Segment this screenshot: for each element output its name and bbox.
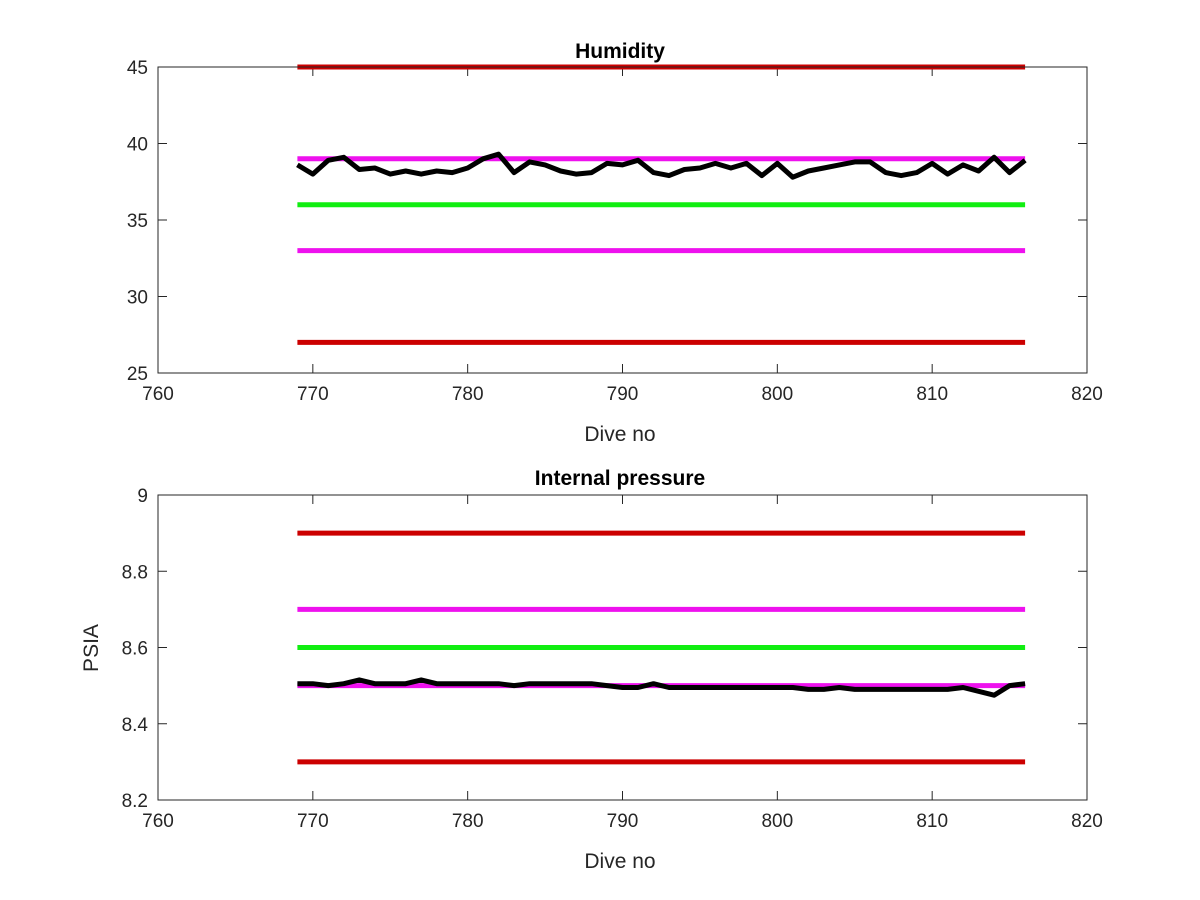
humidity-chart-x-axis-label: Dive no bbox=[584, 423, 655, 446]
humidity-chart-x-tick-label: 760 bbox=[142, 384, 174, 405]
internal-pressure-chart-ticks: 760 770 780 790 800 810 820 8.2 8.4 8.6 8.8 9 bbox=[122, 486, 1103, 832]
humidity-chart-y-tick-label: 35 bbox=[127, 211, 148, 232]
internal-pressure-chart-y-axis-label: PSIA bbox=[80, 624, 103, 672]
internal-pressure-chart-x-axis-label: Dive no bbox=[584, 850, 655, 873]
humidity-chart-title: Humidity bbox=[575, 40, 665, 63]
internal-pressure-chart: Internal pressure 760 770 780 790 800 810 820 8… bbox=[80, 467, 1103, 873]
humidity-chart-ticks: 760 770 780 790 800 810 820 25 30 35 40 45 bbox=[127, 58, 1103, 405]
humidity-chart-x-tick-label: 770 bbox=[297, 384, 329, 405]
humidity-chart-y-tick-label: 40 bbox=[127, 135, 148, 156]
internal-pressure-chart-title: Internal pressure bbox=[535, 467, 705, 490]
humidity-chart-x-tick-label: 810 bbox=[916, 384, 948, 405]
humidity-chart-axes-box bbox=[157, 66, 1088, 374]
humidity-chart-y-tick-label: 30 bbox=[127, 288, 148, 309]
internal-pressure-chart-axes-box bbox=[157, 494, 1088, 801]
internal-pressure-chart-x-tick-label: 810 bbox=[916, 811, 948, 832]
humidity-chart-data-line bbox=[296, 151, 1027, 180]
internal-pressure-chart-data-line bbox=[297, 677, 1026, 698]
internal-pressure-chart-x-tick-label: 770 bbox=[297, 811, 329, 832]
humidity-chart-y-tick-label: 25 bbox=[127, 364, 148, 385]
humidity-chart-x-tick-label: 790 bbox=[607, 384, 639, 405]
internal-pressure-chart-y-tick-label: 8.8 bbox=[122, 562, 148, 583]
humidity-chart-y-tick-label: 45 bbox=[127, 58, 148, 79]
humidity-chart-x-tick-label: 780 bbox=[452, 384, 484, 405]
internal-pressure-chart-x-tick-label: 790 bbox=[607, 811, 639, 832]
internal-pressure-chart-series bbox=[297, 530, 1026, 765]
internal-pressure-chart-y-tick-label: 8.2 bbox=[122, 791, 148, 812]
humidity-chart: Humidity 760 770 780 790 800 810 820 25 30 35 40 45… bbox=[127, 40, 1103, 446]
internal-pressure-chart-x-tick-label: 780 bbox=[452, 811, 484, 832]
internal-pressure-chart-y-tick-label: 9 bbox=[137, 486, 148, 507]
humidity-chart-x-tick-label: 820 bbox=[1071, 384, 1103, 405]
internal-pressure-chart-y-tick-label: 8.4 bbox=[122, 715, 149, 736]
internal-pressure-chart-x-tick-label: 820 bbox=[1071, 811, 1103, 832]
humidity-chart-x-tick-label: 800 bbox=[761, 384, 793, 405]
internal-pressure-chart-y-tick-label: 8.6 bbox=[122, 639, 148, 660]
internal-pressure-chart-x-tick-label: 800 bbox=[761, 811, 793, 832]
internal-pressure-chart-x-tick-label: 760 bbox=[142, 811, 174, 832]
